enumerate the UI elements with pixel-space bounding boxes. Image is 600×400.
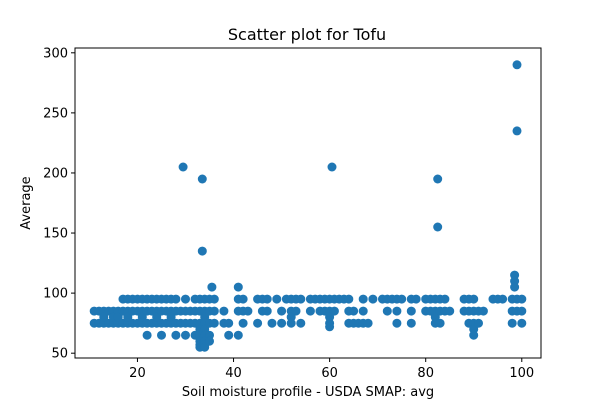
data-point — [433, 222, 443, 232]
y-tick-label: 300 — [43, 46, 68, 61]
data-point — [253, 318, 263, 328]
data-point — [137, 312, 147, 322]
data-point — [277, 318, 287, 328]
data-point — [433, 174, 443, 184]
data-point — [392, 318, 402, 328]
data-point — [262, 306, 272, 316]
data-point — [233, 330, 243, 340]
data-point — [286, 318, 296, 328]
data-point — [157, 330, 166, 340]
x-tick-label: 20 — [129, 366, 146, 381]
data-point — [291, 306, 301, 316]
data-point — [207, 282, 217, 292]
data-point — [474, 318, 483, 328]
data-point — [435, 318, 445, 328]
data-point — [166, 312, 176, 322]
data-point — [349, 306, 359, 316]
x-axis-label: Soil moisture profile - USDA SMAP: avg — [182, 385, 434, 400]
data-point — [469, 294, 479, 304]
data-point — [469, 330, 479, 340]
points-layer — [89, 60, 527, 352]
data-point — [99, 312, 109, 322]
data-point — [209, 306, 219, 316]
data-point — [272, 294, 282, 304]
data-point — [209, 318, 219, 328]
data-point — [123, 312, 133, 322]
data-point — [262, 294, 272, 304]
data-point — [358, 306, 368, 316]
data-point — [267, 318, 277, 328]
data-point — [358, 294, 368, 304]
data-point — [507, 318, 517, 328]
data-point — [512, 126, 522, 136]
data-point — [181, 330, 190, 340]
y-tick-label: 200 — [43, 166, 68, 181]
y-tick-label: 100 — [43, 287, 68, 302]
data-point — [406, 306, 416, 316]
data-point — [238, 294, 248, 304]
x-tick-label: 80 — [417, 366, 434, 381]
data-point — [171, 330, 181, 340]
data-point — [517, 318, 527, 328]
data-point — [363, 318, 373, 328]
data-point — [445, 306, 455, 316]
plot-frame — [74, 47, 542, 359]
data-point — [392, 306, 402, 316]
data-point — [440, 294, 450, 304]
data-point — [512, 60, 522, 70]
y-tick-label: 50 — [51, 347, 68, 362]
data-point — [344, 294, 354, 304]
data-point — [296, 294, 306, 304]
data-point — [368, 294, 378, 304]
data-point — [152, 312, 162, 322]
data-point — [200, 342, 210, 352]
y-axis-label: Average — [19, 176, 34, 229]
data-point — [517, 294, 527, 304]
x-tick-label: 40 — [225, 366, 242, 381]
data-point — [296, 318, 306, 328]
data-point — [510, 282, 520, 292]
data-point — [406, 318, 416, 328]
x-tick-label: 100 — [509, 366, 534, 381]
data-point — [498, 294, 508, 304]
data-point — [411, 294, 421, 304]
data-point — [233, 282, 243, 292]
x-tick-label: 60 — [321, 366, 338, 381]
data-point — [113, 312, 123, 322]
data-point — [197, 246, 207, 256]
data-point — [178, 162, 188, 172]
data-point — [209, 294, 219, 304]
y-tick-label: 250 — [43, 106, 68, 121]
chart-title: Scatter plot for Tofu — [228, 25, 386, 44]
ticks-layer: 20 40 60 80 100 50 100 150 200 250 300 — [43, 46, 534, 381]
data-point — [142, 330, 152, 340]
data-point — [238, 318, 248, 328]
data-point — [219, 306, 229, 316]
data-point — [329, 306, 339, 316]
data-point — [197, 174, 207, 184]
data-point — [327, 162, 337, 172]
data-point — [243, 306, 253, 316]
data-point — [478, 306, 488, 316]
data-point — [305, 306, 315, 316]
y-tick-label: 150 — [43, 227, 68, 242]
data-point — [325, 322, 335, 332]
data-point — [224, 330, 234, 340]
data-point — [517, 306, 527, 316]
data-point — [382, 306, 392, 316]
data-point — [397, 294, 407, 304]
data-point — [205, 336, 214, 346]
data-point — [171, 294, 181, 304]
data-point — [277, 306, 287, 316]
data-point — [224, 318, 234, 328]
data-point — [181, 294, 190, 304]
